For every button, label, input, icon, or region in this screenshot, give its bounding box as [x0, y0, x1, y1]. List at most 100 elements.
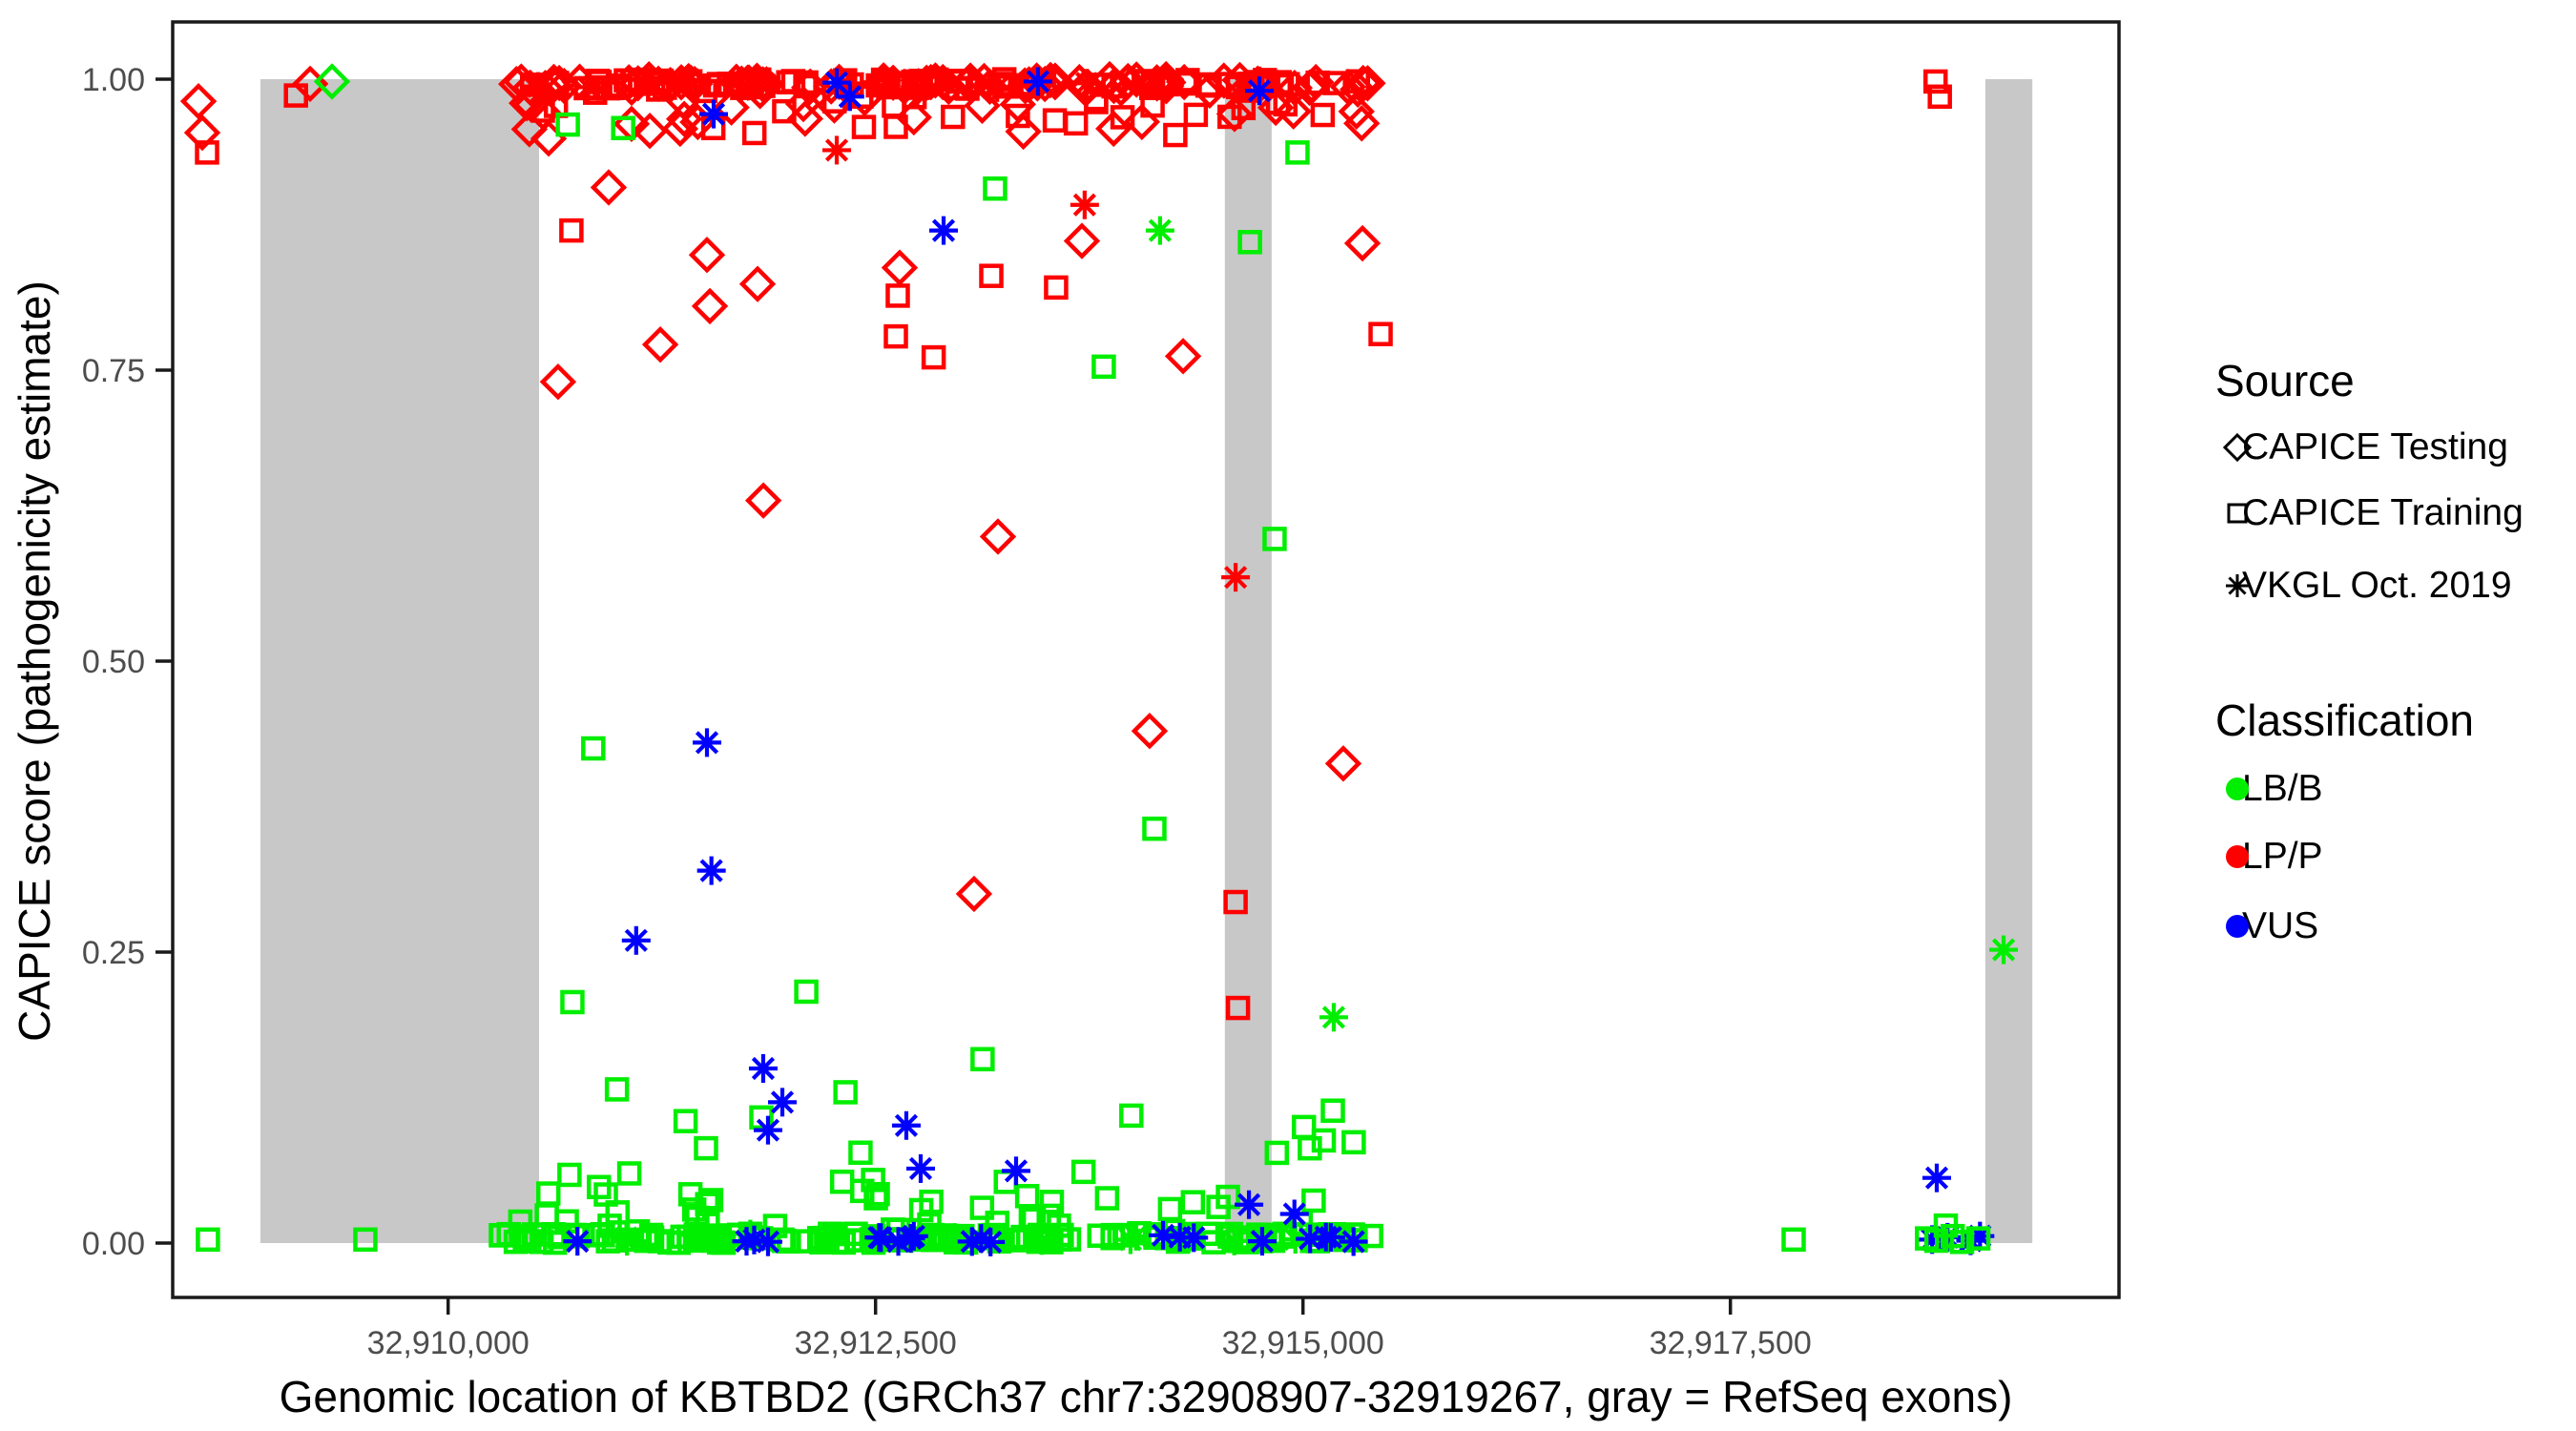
data-point [1131, 713, 1169, 750]
data-point [966, 1224, 996, 1254]
data-point [1291, 1114, 1317, 1140]
y-tick-label: 0.25 [82, 935, 145, 971]
data-point [1094, 1186, 1120, 1211]
data-point [792, 68, 829, 105]
data-point [555, 112, 580, 137]
data-point [196, 1227, 220, 1253]
data-point [1301, 1188, 1326, 1213]
data-point [696, 856, 726, 885]
data-point [1127, 1220, 1152, 1246]
data-point [573, 73, 603, 102]
data-point [616, 1161, 642, 1186]
data-point [1150, 64, 1187, 101]
data-point [970, 1047, 995, 1071]
data-point [1221, 563, 1251, 592]
x-axis: 32,910,000 32,912,500 32,915,000 32,917,… [280, 1297, 2012, 1421]
data-point [1247, 1227, 1277, 1256]
y-tick-label: 0.50 [82, 644, 145, 680]
data-point [1023, 67, 1052, 96]
legend-item-vkgl: VKGL Oct. 2019 [2215, 564, 2512, 608]
data-point [1070, 190, 1099, 219]
data-point [686, 1228, 712, 1254]
data-point [1965, 1226, 1991, 1251]
data-point [753, 1227, 782, 1256]
data-point [1310, 102, 1336, 128]
data-point [1275, 93, 1312, 130]
data-point [1183, 102, 1209, 128]
data-point [554, 1209, 579, 1234]
data-point [833, 1080, 858, 1105]
data-point [979, 263, 1004, 288]
data-point [195, 140, 219, 165]
data-point [693, 78, 717, 104]
data-point [1225, 995, 1251, 1021]
data-point [768, 1088, 798, 1117]
data-point [694, 1135, 718, 1161]
blue-dot-icon [2226, 915, 2249, 938]
data-point [611, 115, 635, 140]
legend: Source CAPICE Testing CAPICE Training [2215, 0, 2568, 1431]
data-point [179, 82, 218, 120]
data-point [902, 84, 927, 110]
data-point [1257, 89, 1295, 127]
data-point [557, 1162, 582, 1188]
data-point [1922, 69, 1948, 94]
data-point [1163, 122, 1188, 148]
data-point [1338, 93, 1375, 131]
data-point [808, 1229, 833, 1254]
data-point [1368, 321, 1393, 346]
data-point [1923, 1228, 1949, 1254]
y-tick-label: 0.75 [82, 353, 145, 389]
data-point [621, 925, 651, 955]
data-point [1244, 76, 1274, 106]
data-point [673, 1109, 698, 1133]
data-point [1157, 1196, 1183, 1222]
data-point [1091, 354, 1116, 380]
data-point [1781, 1227, 1806, 1253]
data-point [1164, 338, 1202, 375]
data-point [611, 64, 648, 101]
data-point [1343, 224, 1381, 262]
refseq-exon-regions [260, 79, 2033, 1243]
data-point [1339, 1227, 1368, 1256]
legend-item-capice-training: CAPICE Training [2215, 491, 2524, 535]
y-axis: 0.00 0.25 0.50 0.75 1.00 CAPICE score (p… [10, 62, 173, 1262]
data-point [1324, 745, 1362, 782]
data-point [698, 99, 728, 129]
data-point [510, 111, 549, 148]
x-tick-label: 32,915,000 [1222, 1325, 1384, 1361]
data-point [987, 72, 1012, 96]
data-point [1142, 816, 1167, 841]
data-point [829, 1169, 855, 1194]
data-point [1191, 72, 1229, 110]
data-point [539, 363, 577, 401]
data-point [883, 323, 908, 349]
data-point [784, 85, 822, 123]
data-point [1319, 1003, 1348, 1032]
data-point [1927, 84, 1952, 110]
data-point [1001, 1156, 1030, 1186]
data-point [583, 80, 608, 105]
data-point [749, 1105, 774, 1130]
data-point [1047, 1213, 1071, 1238]
data-point [822, 135, 852, 165]
data-point [693, 728, 721, 757]
data-point [700, 1228, 726, 1254]
data-point [590, 169, 628, 206]
data-point [1223, 889, 1248, 915]
data-point [1949, 1230, 1975, 1255]
data-point [1165, 1222, 1195, 1252]
data-point [1279, 1199, 1309, 1229]
data-point [864, 1223, 894, 1253]
x-tick-label: 32,917,500 [1650, 1325, 1812, 1361]
data-point [512, 86, 551, 123]
data-point [1042, 108, 1068, 133]
legend-item-label: LP/P [2242, 836, 2323, 877]
data-point [848, 1140, 873, 1166]
legend-item-capice-testing: CAPICE Testing [2215, 425, 2508, 469]
data-point [691, 287, 729, 325]
data-point [906, 1153, 935, 1183]
data-point [851, 114, 877, 139]
data-point [560, 989, 585, 1015]
legend-item-label: CAPICE Training [2242, 492, 2524, 533]
